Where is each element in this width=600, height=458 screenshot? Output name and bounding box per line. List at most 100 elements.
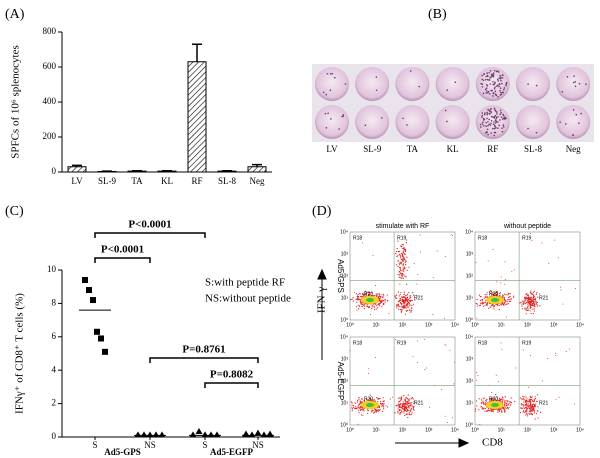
spot <box>495 120 497 122</box>
spot <box>479 123 482 126</box>
spot <box>482 121 484 124</box>
event <box>406 295 408 297</box>
spot <box>481 78 484 81</box>
spot <box>499 113 501 116</box>
event <box>475 371 477 373</box>
event <box>401 245 403 248</box>
event <box>373 412 375 414</box>
event <box>362 415 364 417</box>
data-point <box>140 431 148 438</box>
event <box>352 300 355 302</box>
event <box>527 403 529 405</box>
event <box>400 291 402 294</box>
spot <box>497 115 499 118</box>
event <box>441 389 443 391</box>
event <box>528 298 531 300</box>
event <box>505 303 507 306</box>
event <box>373 295 375 297</box>
event <box>366 291 368 293</box>
event <box>359 293 361 295</box>
event <box>403 296 406 298</box>
spot <box>535 131 538 134</box>
event <box>532 409 535 411</box>
event <box>376 307 379 309</box>
event <box>399 277 401 279</box>
event <box>502 398 504 400</box>
spot <box>322 91 325 94</box>
event <box>400 397 402 399</box>
event <box>400 399 402 401</box>
event <box>394 295 396 297</box>
event <box>504 411 506 413</box>
event <box>478 398 480 400</box>
spot <box>493 115 496 118</box>
spot <box>486 113 489 116</box>
event <box>367 412 369 415</box>
event <box>405 407 408 410</box>
event <box>536 410 538 412</box>
event <box>535 413 538 415</box>
event <box>533 400 535 402</box>
event <box>375 303 377 305</box>
event <box>403 407 406 409</box>
event <box>407 401 409 404</box>
event <box>402 403 404 406</box>
event <box>528 398 530 400</box>
spot <box>501 76 504 79</box>
event <box>531 400 533 402</box>
spot <box>494 125 496 128</box>
spot <box>486 72 488 74</box>
event <box>506 400 508 402</box>
spot <box>409 70 412 72</box>
bar <box>187 61 207 173</box>
event <box>520 403 523 405</box>
event <box>504 396 506 398</box>
event <box>376 305 378 307</box>
event <box>522 398 524 401</box>
event <box>532 303 535 305</box>
event <box>503 298 505 300</box>
axis-tick-label: 10² <box>466 273 474 279</box>
spot <box>489 83 492 85</box>
event <box>356 306 358 308</box>
event <box>360 402 362 404</box>
event <box>356 301 358 304</box>
event <box>410 309 412 311</box>
event <box>445 345 447 347</box>
event <box>500 342 502 344</box>
quadrant-label: R19 <box>522 235 531 241</box>
event <box>480 296 482 298</box>
event <box>506 400 509 403</box>
spot <box>493 121 495 123</box>
event <box>404 263 407 266</box>
row-label: Ad5-EGFP <box>336 362 345 401</box>
event <box>482 397 484 400</box>
event <box>404 313 407 315</box>
event <box>502 400 504 402</box>
bracket <box>149 357 259 363</box>
event <box>486 410 488 412</box>
event <box>521 305 523 307</box>
event <box>402 265 404 267</box>
well <box>556 67 591 101</box>
spot <box>498 124 500 127</box>
event <box>401 275 403 277</box>
event <box>396 405 398 407</box>
event <box>525 293 528 295</box>
event <box>505 316 507 318</box>
event <box>408 309 411 311</box>
event <box>507 300 509 302</box>
event <box>405 304 407 306</box>
event <box>490 410 493 413</box>
data-point <box>254 429 262 436</box>
event <box>491 399 493 401</box>
spot <box>480 126 482 128</box>
event <box>507 404 509 406</box>
event <box>489 291 491 293</box>
event <box>412 398 414 400</box>
event <box>399 299 402 302</box>
event <box>500 410 503 412</box>
event <box>526 309 528 311</box>
event <box>377 410 379 413</box>
event <box>485 399 487 401</box>
